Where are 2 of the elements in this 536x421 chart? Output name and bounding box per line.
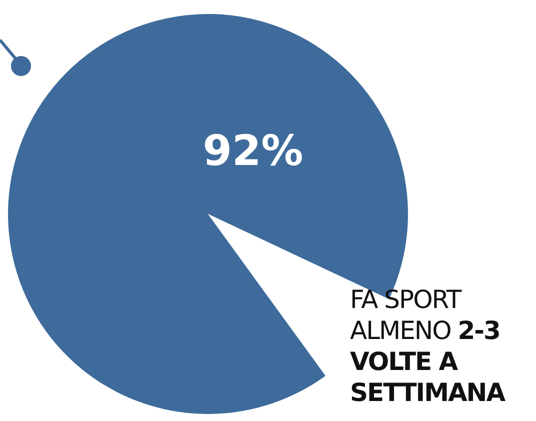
data-label: 92% — [202, 126, 304, 175]
slice-label: FA SPORT ALMENO 2-3 VOLTE A SETTIMANA — [350, 285, 505, 407]
